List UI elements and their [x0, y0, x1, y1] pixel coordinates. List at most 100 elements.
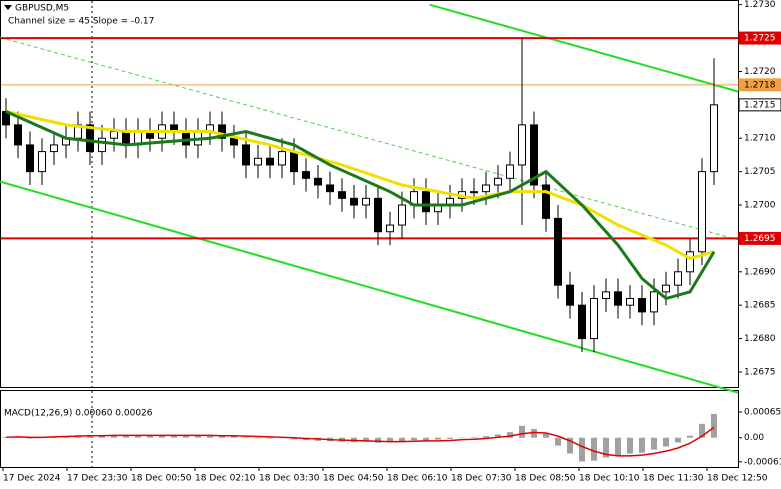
candle-body	[662, 284, 670, 293]
candle-body	[86, 124, 94, 153]
macd-bar	[87, 435, 93, 438]
chart-subtitle: Channel size = 45 Slope = -0.17	[8, 17, 154, 27]
y-tick-label: 1.2685	[744, 301, 776, 311]
macd-bar	[159, 434, 165, 438]
level-box	[738, 231, 781, 245]
y-tick-label: 1.2730	[744, 0, 776, 10]
x-tick-label: 18 Dec 06:10	[387, 474, 448, 484]
macd-bar	[363, 437, 369, 442]
candle-body	[386, 224, 394, 233]
macd-bar	[147, 435, 153, 438]
macd-bar	[255, 437, 261, 439]
x-tick-label: 18 Dec 08:50	[515, 474, 576, 484]
candle-body	[710, 104, 718, 173]
macd-bar	[387, 437, 393, 443]
level-label: 1.2725	[744, 34, 776, 44]
candle-body	[422, 191, 430, 213]
x-tick-label: 18 Dec 04:50	[323, 474, 384, 484]
y-tick-label: 1.2690	[744, 267, 776, 277]
symbol-marker	[4, 5, 12, 10]
macd-bar	[411, 437, 417, 441]
macd-bar	[651, 437, 657, 450]
macd-bar	[591, 437, 597, 461]
candle-body	[302, 171, 310, 179]
x-tick-label: 17 Dec 2024	[3, 474, 61, 484]
macd-bar	[711, 413, 717, 438]
x-tick-label: 18 Dec 07:30	[451, 474, 512, 484]
candle-body	[14, 124, 22, 146]
y-tick-label: 1.2710	[744, 134, 776, 144]
candle-body	[254, 157, 262, 166]
macd-bar	[459, 437, 465, 439]
macd-bar	[99, 435, 105, 438]
candle-body	[362, 197, 370, 206]
macd-bar	[639, 437, 645, 453]
macd-bar	[699, 423, 705, 438]
x-tick-label: 18 Dec 10:10	[579, 474, 640, 484]
macd-bar	[603, 437, 609, 458]
candle-body	[398, 204, 406, 226]
macd-bar	[267, 437, 273, 439]
moving-average	[5, 110, 716, 301]
candle-body	[26, 144, 34, 173]
macd-bar	[495, 434, 501, 438]
macd-bar	[615, 437, 621, 456]
candle-body	[218, 124, 226, 139]
macd-bar	[471, 437, 477, 438]
candle-body	[602, 291, 610, 300]
candle-body	[578, 304, 586, 340]
candle-body	[638, 298, 646, 313]
x-tick-label: 18 Dec 02:10	[195, 474, 256, 484]
candle-body	[590, 298, 598, 340]
candle-body	[554, 217, 562, 286]
level-label: 1.2715	[744, 100, 776, 110]
candle-body	[350, 197, 358, 206]
candle-body	[494, 177, 502, 186]
macd-bar	[291, 437, 297, 440]
candle-body	[518, 124, 526, 166]
macd-bar	[135, 434, 141, 438]
candle-body	[110, 131, 118, 139]
level-label: 1.2718	[744, 80, 776, 90]
candle-body	[566, 284, 574, 306]
candle-body	[506, 164, 514, 179]
candle-body	[38, 151, 46, 173]
candle-body	[530, 124, 538, 186]
y-tick-label: 1.2720	[744, 67, 776, 77]
moving-average	[5, 110, 715, 261]
macd-bar	[663, 437, 669, 447]
candle-body	[314, 177, 322, 186]
macd-title: MACD(12,26,9) 0.00060 0.00026	[4, 409, 153, 419]
candle-body	[230, 137, 238, 146]
candle-body	[338, 191, 346, 199]
macd-bar	[543, 433, 549, 438]
macd-signal	[5, 426, 715, 457]
macd-bar	[27, 437, 33, 439]
level-box	[738, 98, 781, 112]
macd-bar	[231, 436, 237, 438]
macd-bar	[243, 437, 249, 438]
macd-bar	[519, 425, 525, 438]
x-tick-label: 17 Dec 23:30	[67, 474, 128, 484]
macd-bar	[399, 437, 405, 442]
candle-body	[266, 157, 274, 166]
channel-line	[0, 36, 739, 241]
candle-body	[98, 137, 106, 153]
candle-body	[542, 184, 550, 219]
level-label: 1.2695	[744, 234, 776, 244]
candle-body	[50, 144, 58, 153]
candle-body	[290, 151, 298, 173]
candle-body	[674, 271, 682, 286]
candle-body	[182, 131, 190, 146]
macd-bar	[579, 437, 585, 462]
macd-y-tick-label: -0.00061	[744, 457, 781, 467]
x-tick-label: 18 Dec 00:50	[131, 474, 192, 484]
y-tick-label: 1.2700	[744, 201, 776, 211]
macd-bar	[183, 435, 189, 438]
y-tick-label: 1.2675	[744, 367, 776, 377]
candle-body	[686, 251, 694, 273]
candle-body	[650, 291, 658, 313]
x-tick-label: 18 Dec 11:30	[643, 474, 704, 484]
candle-body	[242, 144, 250, 166]
candle-body	[122, 131, 130, 146]
